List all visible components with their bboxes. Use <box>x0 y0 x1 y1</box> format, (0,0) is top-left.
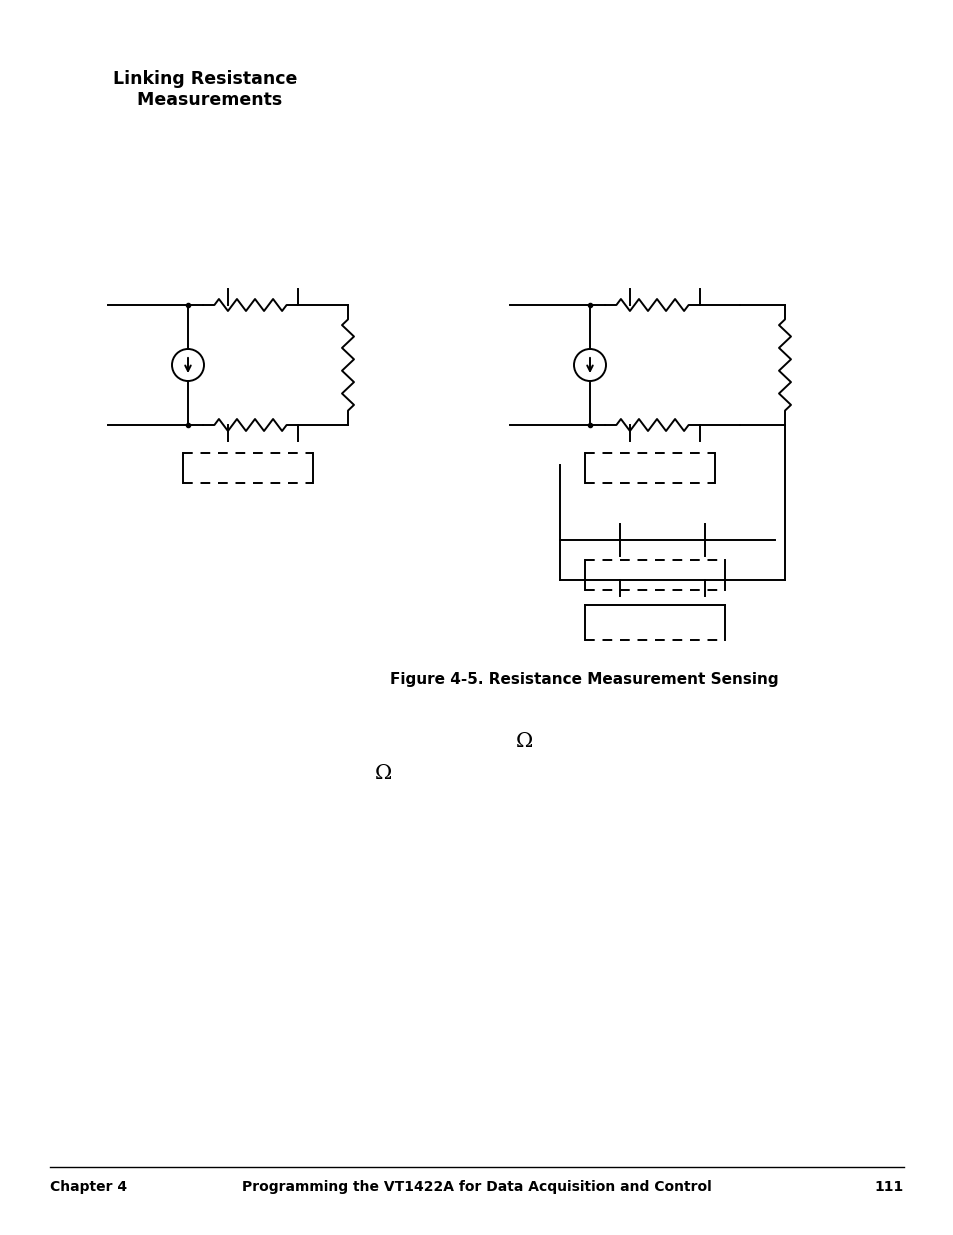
Text: Programming the VT1422A for Data Acquisition and Control: Programming the VT1422A for Data Acquisi… <box>242 1179 711 1194</box>
Text: Ω: Ω <box>374 764 392 783</box>
Text: 111: 111 <box>874 1179 903 1194</box>
Text: Figure 4-5. Resistance Measurement Sensing: Figure 4-5. Resistance Measurement Sensi… <box>390 672 778 687</box>
Text: Ω: Ω <box>515 732 532 751</box>
Text: Linking Resistance
    Measurements: Linking Resistance Measurements <box>112 70 297 109</box>
Text: Chapter 4: Chapter 4 <box>50 1179 127 1194</box>
